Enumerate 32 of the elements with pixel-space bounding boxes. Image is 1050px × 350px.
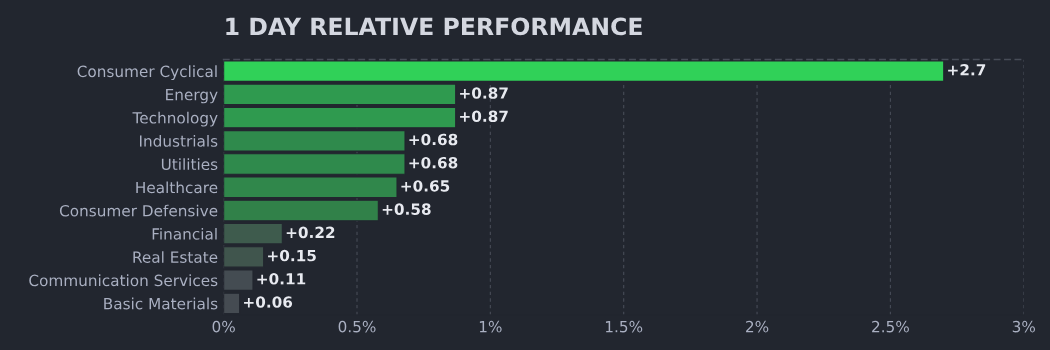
x-tick-label: 1% [479,320,502,333]
x-tick-label: 3% [1012,320,1036,333]
y-tick-label: Consumer Cyclical [77,65,217,81]
y-tick-label: Energy [166,89,218,104]
y-tick-label: Communication Services [29,274,218,287]
y-tick-label: Basic Materials [104,297,218,310]
y-tick-label: Real Estate [133,251,218,263]
data-label: +0.87 [460,110,508,122]
chart-title: 1 DAY RELATIVE PERFORMANCE [226,17,642,36]
y-tick-label: Consumer Defensive [59,204,218,217]
x-tick-label: 1.5% [605,320,643,333]
y-tick-label: Industrials [139,134,218,147]
y-tick-label: Financial [152,227,217,240]
data-label: +0.65 [401,180,450,192]
x-tick-label: 2% [746,320,769,333]
data-label: +0.68 [409,156,458,169]
x-tick-label: 0% [212,320,235,333]
data-label: +0.87 [460,87,508,99]
bar [223,106,457,129]
data-label: +0.58 [382,203,431,215]
x-tick-label: 2.5% [872,320,909,333]
x-tick-label: 0.5% [338,320,376,333]
data-label: +0.11 [257,273,306,285]
data-label: +0.68 [409,133,458,146]
y-tick-label: Utilities [161,158,218,171]
y-tick-label: Technology [132,111,218,127]
data-label: +2.7 [948,63,986,76]
data-label: +0.22 [286,226,335,239]
data-label: +0.06 [244,296,293,308]
data-label: +0.15 [268,249,316,262]
y-tick-label: Healthcare [136,181,218,194]
bar [223,199,379,222]
